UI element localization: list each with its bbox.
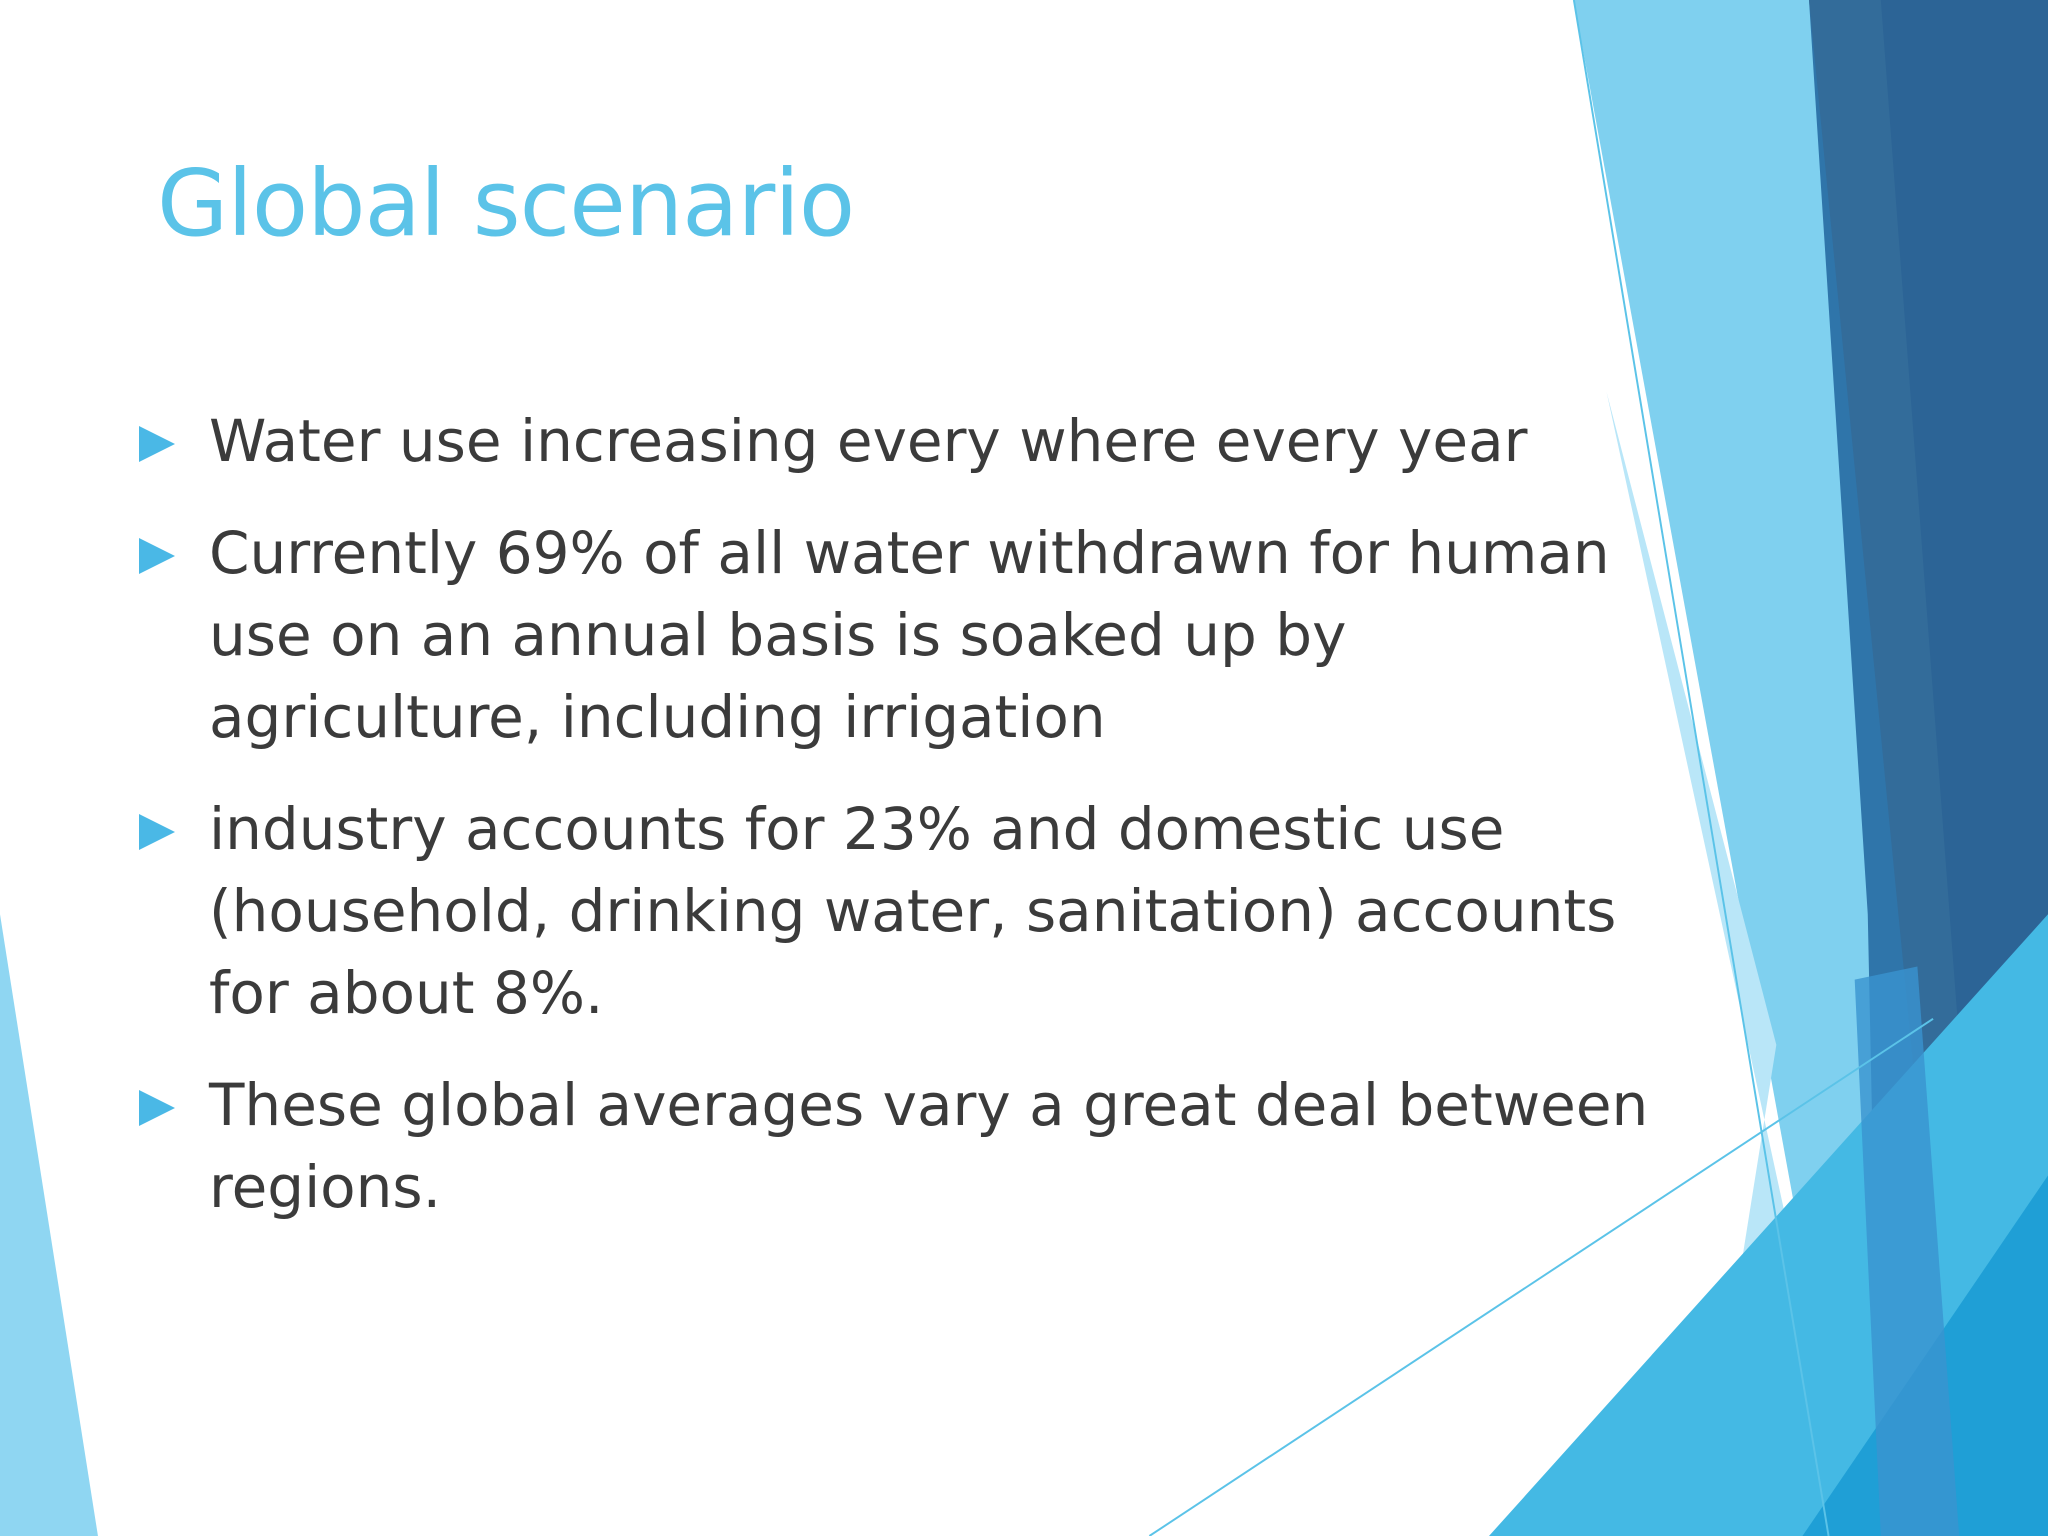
bullet-item: Water use increasing every where every y… [137,400,1697,482]
bullet-text: These global averages vary a great deal … [209,1071,1649,1221]
bullet-arrow [139,1090,175,1126]
bullet-text: industry accounts for 23% and domestic u… [209,795,1617,1027]
bullet-list: Water use increasing every where every y… [137,400,1697,1258]
slide-title: Global scenario [157,150,855,257]
bullet-text: Currently 69% of all water withdrawn for… [209,519,1610,751]
bullet-arrow [139,426,175,462]
bullet-item: industry accounts for 23% and domestic u… [137,788,1697,1034]
bullet-arrow [139,814,175,850]
bullet-item: These global averages vary a great deal … [137,1064,1697,1228]
bullet-arrow [139,538,175,574]
bullet-text: Water use increasing every where every y… [209,407,1528,475]
bullet-item: Currently 69% of all water withdrawn for… [137,512,1697,758]
